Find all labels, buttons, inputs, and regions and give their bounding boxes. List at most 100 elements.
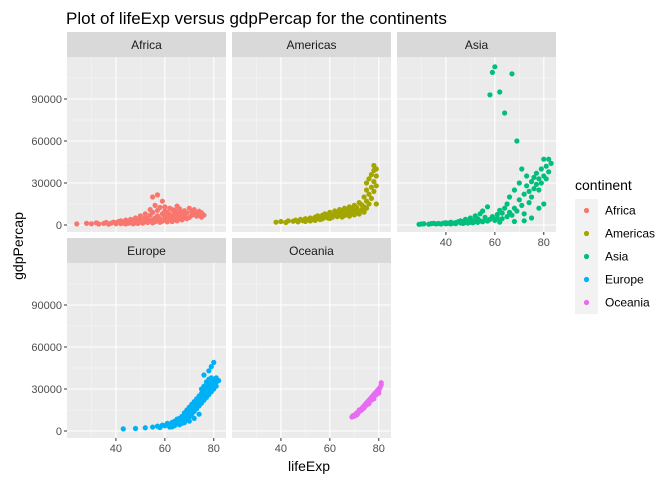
panel-background-asia bbox=[397, 57, 556, 232]
data-point-africa bbox=[142, 211, 148, 217]
data-point-oceania bbox=[371, 396, 377, 402]
panel-background-americas bbox=[232, 57, 391, 232]
data-point-africa bbox=[159, 198, 165, 204]
data-point-europe bbox=[120, 426, 126, 432]
data-point-africa bbox=[201, 212, 207, 218]
data-point-asia bbox=[494, 215, 500, 221]
data-point-africa bbox=[88, 221, 95, 227]
y-tick-label: 30000 bbox=[31, 178, 62, 190]
legend-swatch-africa bbox=[583, 207, 590, 214]
points-oceania bbox=[349, 380, 384, 420]
data-point-asia bbox=[536, 187, 542, 193]
legend-label-asia: Asia bbox=[605, 250, 629, 264]
data-point-asia bbox=[524, 173, 530, 179]
x-tick-label: 60 bbox=[159, 443, 171, 455]
data-point-asia bbox=[543, 163, 549, 169]
data-point-oceania bbox=[376, 390, 382, 396]
data-point-africa bbox=[176, 206, 183, 212]
gridlines-americas bbox=[232, 57, 391, 232]
data-point-asia bbox=[516, 180, 522, 186]
data-point-asia bbox=[484, 204, 491, 210]
facet-strip-africa bbox=[67, 32, 226, 57]
legend-label-africa: Africa bbox=[605, 204, 636, 218]
data-point-europe bbox=[167, 424, 173, 430]
data-point-americas bbox=[361, 194, 367, 200]
gridlines-africa bbox=[67, 57, 226, 232]
x-tick-label: 60 bbox=[489, 237, 501, 249]
legend-title: continent bbox=[575, 177, 632, 193]
data-point-asia bbox=[536, 205, 542, 211]
legend-item-asia: Asia bbox=[575, 245, 629, 268]
legend-swatch-asia bbox=[583, 253, 590, 260]
x-tick-label: 60 bbox=[324, 443, 336, 455]
data-point-asia bbox=[528, 194, 535, 200]
data-point-americas bbox=[368, 172, 375, 178]
data-point-asia bbox=[504, 214, 510, 220]
data-point-europe bbox=[206, 368, 212, 374]
facet-strip-europe bbox=[67, 238, 226, 263]
data-point-americas bbox=[356, 211, 362, 217]
data-point-asia bbox=[541, 201, 547, 207]
data-point-asia bbox=[506, 194, 513, 200]
data-point-americas bbox=[278, 218, 284, 225]
data-point-asia bbox=[504, 201, 510, 207]
data-point-americas bbox=[373, 201, 379, 207]
x-tick-label: 40 bbox=[440, 237, 452, 249]
data-point-africa bbox=[162, 204, 168, 210]
data-point-asia bbox=[497, 89, 503, 95]
data-point-africa bbox=[83, 220, 90, 226]
data-point-europe bbox=[150, 424, 156, 430]
panel-background-europe bbox=[67, 263, 226, 438]
data-point-asia bbox=[543, 176, 549, 182]
data-point-asia bbox=[546, 169, 552, 175]
data-point-americas bbox=[366, 191, 372, 197]
facet-strip-americas bbox=[232, 32, 391, 57]
facet-panels: Africa 0 30000 60000 90000 Americas Asia 40 60 80… bbox=[31, 32, 556, 455]
data-point-asia bbox=[521, 218, 527, 224]
data-point-asia bbox=[531, 186, 537, 192]
data-point-asia bbox=[538, 180, 544, 186]
y-tick-label: 0 bbox=[56, 426, 62, 438]
facet-panel-africa: Africa 0 30000 60000 90000 bbox=[31, 32, 226, 232]
data-point-oceania bbox=[378, 380, 384, 386]
legend-item-europe: Europe bbox=[575, 268, 644, 291]
data-point-asia bbox=[526, 188, 532, 194]
data-point-asia bbox=[524, 183, 530, 189]
x-tick-label: 80 bbox=[538, 237, 550, 249]
legend: continent Africa Americas Asia Europe Oceani… bbox=[575, 177, 655, 314]
y-tick-label: 90000 bbox=[31, 94, 62, 106]
x-tick-label: 40 bbox=[275, 443, 287, 455]
x-tick-label: 80 bbox=[208, 443, 220, 455]
data-point-asia bbox=[516, 197, 522, 203]
data-point-americas bbox=[366, 201, 372, 207]
data-point-asia bbox=[548, 160, 554, 166]
data-point-asia bbox=[533, 170, 540, 176]
facet-strip-asia bbox=[397, 32, 556, 57]
data-point-europe bbox=[181, 420, 188, 426]
y-tick-label: 30000 bbox=[31, 384, 62, 396]
data-point-africa bbox=[152, 202, 158, 208]
legend-swatch-americas bbox=[583, 230, 590, 237]
data-point-europe bbox=[172, 423, 178, 429]
data-point-americas bbox=[363, 180, 370, 186]
data-point-americas bbox=[366, 176, 372, 182]
data-point-africa bbox=[184, 210, 190, 216]
data-point-asia bbox=[421, 221, 427, 227]
facet-strip-label-europe: Europe bbox=[127, 244, 166, 258]
data-point-africa bbox=[96, 221, 102, 227]
legend-swatch-europe bbox=[583, 276, 590, 283]
data-point-africa bbox=[172, 207, 178, 213]
data-point-africa bbox=[137, 213, 143, 219]
data-point-americas bbox=[363, 205, 370, 211]
facet-panel-asia: Asia 40 60 80 bbox=[397, 32, 556, 249]
data-point-americas bbox=[363, 187, 370, 193]
data-point-africa bbox=[150, 194, 156, 200]
legend-item-americas: Americas bbox=[575, 222, 655, 245]
data-point-asia bbox=[514, 208, 520, 214]
panel-background-oceania bbox=[232, 263, 391, 438]
data-point-asia bbox=[492, 64, 498, 70]
legend-label-oceania: Oceania bbox=[605, 296, 650, 310]
chart-title: Plot of lifeExp versus gdpPercap for the… bbox=[66, 9, 447, 28]
data-point-asia bbox=[541, 156, 547, 162]
